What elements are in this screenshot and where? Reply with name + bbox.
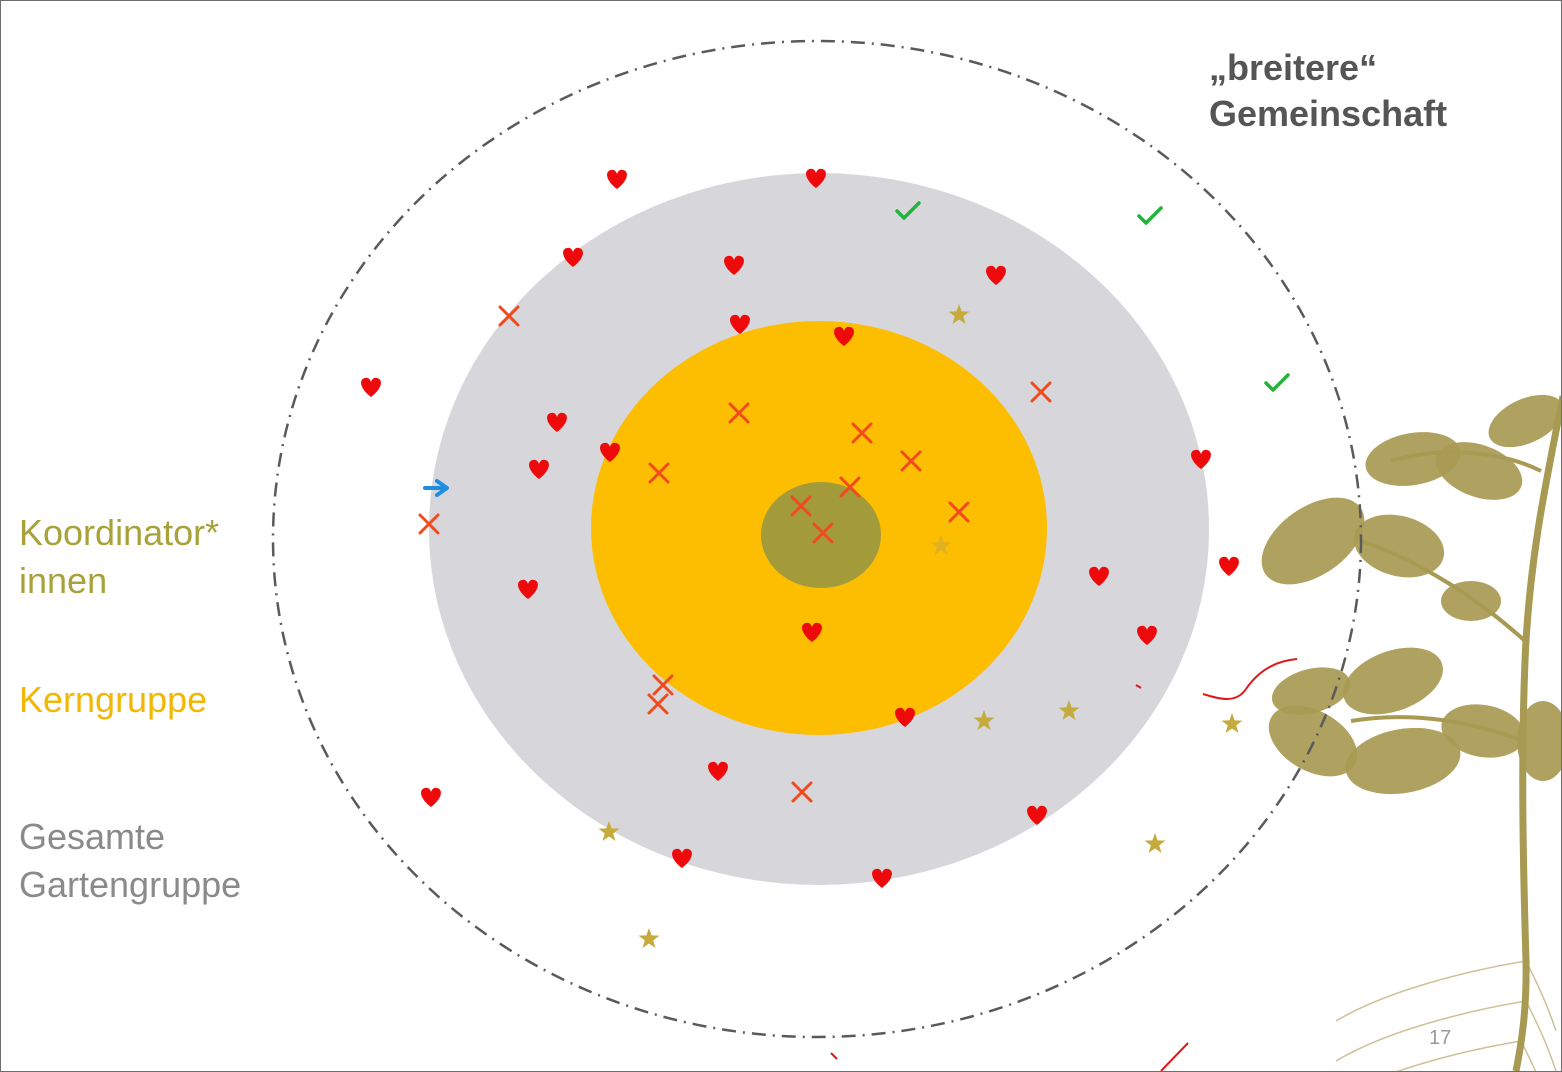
heart-icon	[361, 377, 381, 397]
plant-root	[1396, 1040, 1522, 1071]
cross-icon	[652, 674, 674, 696]
cross-icon	[900, 450, 922, 472]
page-number: 17	[1429, 1027, 1452, 1049]
plant-root	[1335, 960, 1527, 1022]
cross-icon	[791, 781, 813, 803]
plant-root	[1335, 1000, 1527, 1062]
breitere-gemeinschaft-circle	[271, 39, 1363, 1039]
plant-leaf	[1343, 647, 1443, 715]
plant-leaf	[1268, 705, 1358, 777]
arrow-right-icon	[423, 479, 449, 497]
red-scribble-mark	[1160, 1042, 1189, 1071]
member-symbols	[361, 168, 1290, 948]
plant-leaf	[1517, 701, 1561, 781]
plant-root	[1520, 1040, 1537, 1071]
star-icon	[1221, 713, 1243, 733]
cross-icon	[948, 501, 970, 523]
heart-icon	[421, 787, 441, 807]
plant-leaf	[1271, 667, 1351, 715]
checkmark-icon	[1137, 206, 1163, 225]
cross-icon	[790, 495, 812, 517]
plant-illustration	[1261, 394, 1561, 1071]
star-icon	[1144, 833, 1166, 853]
cross-icon	[498, 305, 520, 327]
cross-icon	[647, 693, 669, 715]
label-kerngruppe: Kerngruppe	[19, 679, 208, 720]
cross-icon	[728, 402, 750, 424]
red-scribble-mark	[1202, 658, 1298, 700]
cross-icon	[1030, 381, 1052, 403]
plant-leaf	[1441, 581, 1501, 621]
plant-root	[1525, 1000, 1557, 1071]
cross-icon	[812, 522, 834, 544]
plant-leaf	[1441, 704, 1525, 758]
heart-icon	[607, 169, 627, 189]
label-koordinatorinnen: Koordinator* innen	[19, 512, 220, 601]
checkmark-icon	[1264, 373, 1290, 392]
plant-leaf	[1345, 727, 1461, 795]
plant-leaf	[1261, 497, 1365, 585]
cross-icon	[851, 422, 873, 444]
star-icon	[638, 928, 660, 948]
red-scribble-mark	[1135, 684, 1142, 689]
checkmark-icon	[895, 201, 921, 220]
plant-leaf	[1488, 394, 1561, 448]
plant-leaf	[1365, 432, 1461, 486]
cross-icon	[648, 462, 670, 484]
label-breitere-gemeinschaft: „breitere“ Gemeinschaft	[1209, 47, 1448, 134]
cross-icon	[418, 513, 440, 535]
label-gesamte-gartengruppe: Gesamte Gartengruppe	[19, 816, 242, 905]
heart-icon	[1219, 556, 1239, 576]
cross-icon	[839, 476, 861, 498]
plant-root	[1525, 960, 1557, 1032]
plant-leaf	[1353, 514, 1445, 578]
red-scribble-mark	[830, 1052, 838, 1060]
